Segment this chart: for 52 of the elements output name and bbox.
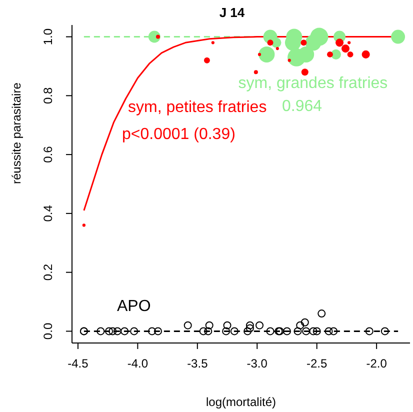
point	[309, 327, 318, 336]
y-tick-label: 0.2	[41, 264, 55, 281]
series-label: sym, grandes fratries	[238, 75, 388, 92]
point	[294, 327, 302, 336]
point	[120, 327, 129, 336]
y-tick-label: 1.0	[41, 28, 55, 46]
point	[246, 324, 254, 332]
point	[365, 327, 374, 336]
y-axis-title: réussite parasitaire	[9, 82, 24, 184]
y-tick-label: 0.6	[41, 146, 55, 163]
point	[205, 321, 214, 330]
point	[300, 318, 309, 326]
point	[266, 327, 274, 336]
point	[199, 327, 208, 336]
point	[230, 327, 238, 336]
point	[154, 327, 162, 336]
point	[130, 327, 138, 336]
point	[246, 321, 254, 330]
point	[380, 327, 389, 336]
point	[282, 327, 291, 336]
point	[318, 310, 326, 318]
x-tick-label: -2.5	[306, 356, 328, 371]
point	[108, 327, 117, 336]
annotation: 0.964	[282, 98, 322, 115]
point	[96, 327, 105, 336]
point	[330, 327, 338, 336]
point	[184, 321, 192, 330]
x-tick-label: -2.0	[366, 356, 388, 371]
y-tick-label: 0.0	[41, 322, 55, 340]
y-tick-label: 0.4	[41, 204, 55, 222]
annotation: p<0.0001 (0.39)	[122, 126, 236, 143]
point	[244, 327, 252, 336]
point	[256, 321, 264, 330]
y-tick-label: 0.8	[41, 87, 55, 104]
point	[113, 327, 122, 336]
series-label: APO	[117, 298, 151, 315]
point	[204, 327, 212, 336]
series-label: sym, petites fratries	[128, 99, 267, 116]
point	[296, 321, 304, 330]
point	[222, 327, 230, 336]
x-axis-title: log(mortalité)	[206, 395, 276, 409]
point	[223, 321, 232, 330]
point	[302, 327, 310, 336]
x-tick-label: -4.0	[127, 356, 148, 371]
point	[105, 327, 114, 336]
x-tick-label: -3.0	[246, 356, 268, 371]
chart-title: J 14	[219, 5, 246, 20]
point	[324, 327, 333, 336]
point	[312, 327, 321, 336]
point	[148, 327, 156, 336]
x-tick-label: -4.5	[68, 356, 89, 371]
x-tick-label: -3.5	[187, 356, 208, 371]
